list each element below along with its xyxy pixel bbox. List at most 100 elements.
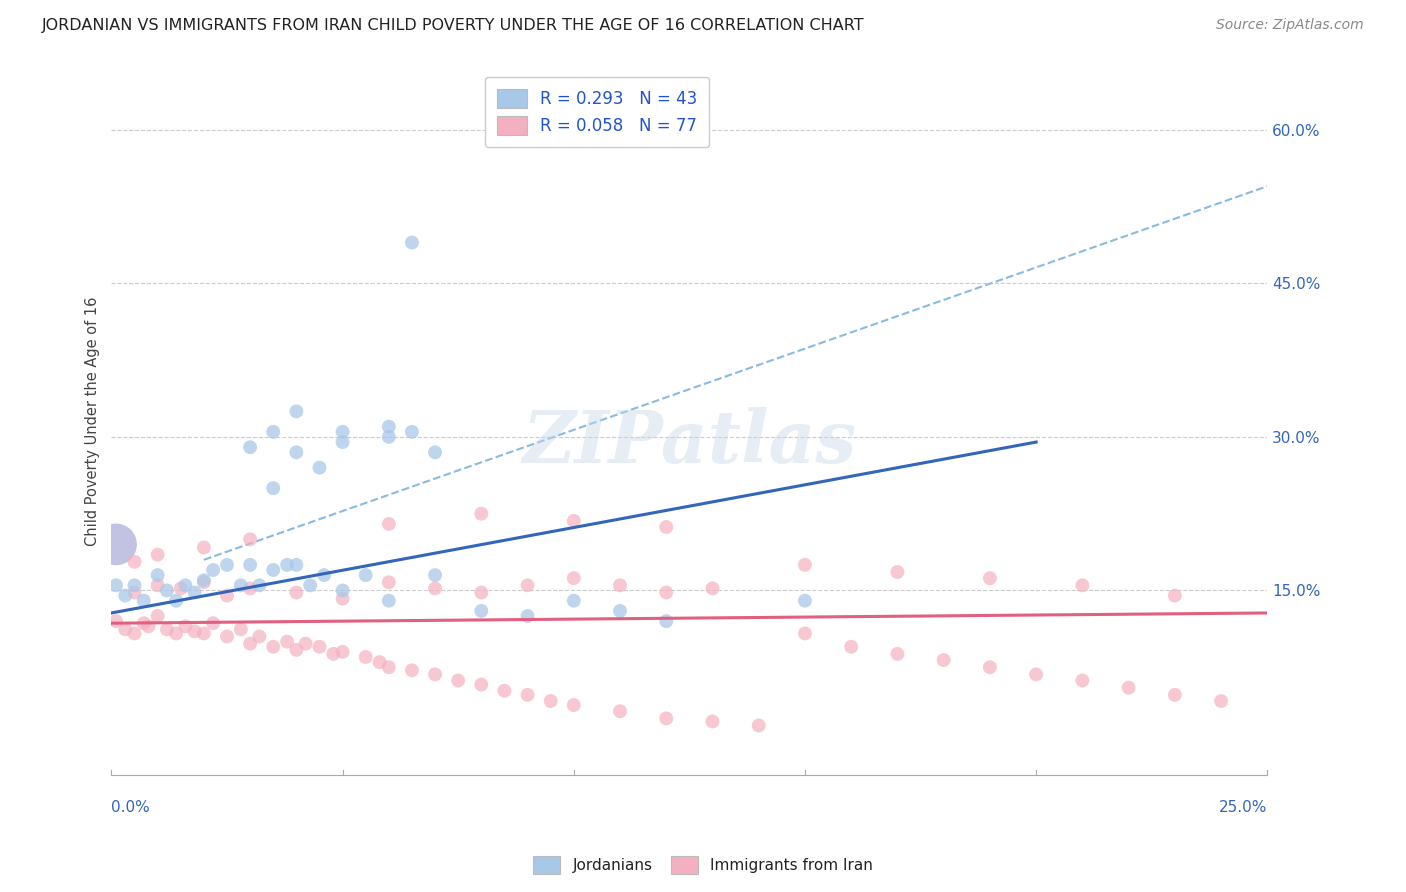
Point: [354, 568, 377, 582]
Point: [655, 585, 678, 599]
Point: [401, 425, 423, 439]
Text: ZIPatlas: ZIPatlas: [522, 408, 856, 478]
Point: [655, 711, 678, 725]
Point: [794, 558, 817, 572]
Point: [124, 626, 146, 640]
Point: [378, 516, 401, 531]
Point: [423, 445, 446, 459]
Point: [215, 589, 238, 603]
Point: [114, 623, 136, 637]
Point: [165, 626, 187, 640]
Point: [609, 578, 631, 592]
Point: [229, 578, 252, 592]
Point: [516, 609, 538, 624]
Point: [314, 568, 336, 582]
Point: [447, 673, 470, 688]
Point: [332, 435, 354, 450]
Text: 25.0%: 25.0%: [1219, 800, 1267, 815]
Point: [332, 645, 354, 659]
Point: [470, 507, 492, 521]
Point: [886, 565, 908, 579]
Point: [276, 634, 298, 648]
Point: [146, 578, 169, 592]
Point: [239, 440, 262, 454]
Y-axis label: Child Poverty Under the Age of 16: Child Poverty Under the Age of 16: [86, 297, 100, 546]
Point: [378, 660, 401, 674]
Point: [423, 568, 446, 582]
Point: [146, 548, 169, 562]
Point: [299, 578, 322, 592]
Point: [322, 647, 344, 661]
Point: [239, 582, 262, 596]
Point: [285, 445, 308, 459]
Point: [702, 714, 724, 729]
Point: [156, 583, 179, 598]
Point: [202, 563, 225, 577]
Point: [146, 568, 169, 582]
Point: [156, 623, 179, 637]
Point: [609, 604, 631, 618]
Point: [378, 430, 401, 444]
Point: [308, 460, 330, 475]
Point: [285, 585, 308, 599]
Point: [285, 404, 308, 418]
Point: [105, 578, 128, 592]
Legend: Jordanians, Immigrants from Iran: Jordanians, Immigrants from Iran: [527, 850, 879, 880]
Point: [247, 630, 270, 644]
Point: [401, 235, 423, 250]
Point: [748, 718, 770, 732]
Point: [494, 683, 516, 698]
Point: [378, 575, 401, 590]
Point: [1164, 688, 1187, 702]
Point: [215, 558, 238, 572]
Point: [193, 541, 215, 555]
Point: [516, 688, 538, 702]
Point: [276, 558, 298, 572]
Point: [170, 582, 193, 596]
Point: [932, 653, 955, 667]
Point: [979, 571, 1001, 585]
Text: JORDANIAN VS IMMIGRANTS FROM IRAN CHILD POVERTY UNDER THE AGE OF 16 CORRELATION : JORDANIAN VS IMMIGRANTS FROM IRAN CHILD …: [42, 18, 865, 33]
Point: [470, 678, 492, 692]
Point: [262, 563, 284, 577]
Point: [138, 619, 160, 633]
Point: [979, 660, 1001, 674]
Point: [124, 578, 146, 592]
Point: [886, 647, 908, 661]
Point: [146, 609, 169, 624]
Point: [332, 591, 354, 606]
Point: [193, 575, 215, 590]
Point: [1118, 681, 1140, 695]
Point: [401, 663, 423, 677]
Point: [702, 582, 724, 596]
Point: [202, 616, 225, 631]
Point: [114, 589, 136, 603]
Point: [215, 630, 238, 644]
Point: [174, 619, 197, 633]
Text: Source: ZipAtlas.com: Source: ZipAtlas.com: [1216, 18, 1364, 32]
Point: [423, 582, 446, 596]
Point: [105, 614, 128, 628]
Point: [193, 626, 215, 640]
Point: [247, 578, 270, 592]
Point: [354, 650, 377, 665]
Point: [239, 637, 262, 651]
Point: [839, 640, 862, 654]
Point: [378, 419, 401, 434]
Point: [562, 514, 585, 528]
Point: [132, 616, 155, 631]
Point: [423, 667, 446, 681]
Point: [262, 425, 284, 439]
Point: [470, 585, 492, 599]
Point: [332, 583, 354, 598]
Point: [132, 593, 155, 607]
Point: [655, 614, 678, 628]
Point: [516, 578, 538, 592]
Point: [105, 537, 128, 551]
Point: [239, 533, 262, 547]
Point: [308, 640, 330, 654]
Point: [562, 571, 585, 585]
Point: [165, 593, 187, 607]
Point: [124, 555, 146, 569]
Point: [1071, 578, 1094, 592]
